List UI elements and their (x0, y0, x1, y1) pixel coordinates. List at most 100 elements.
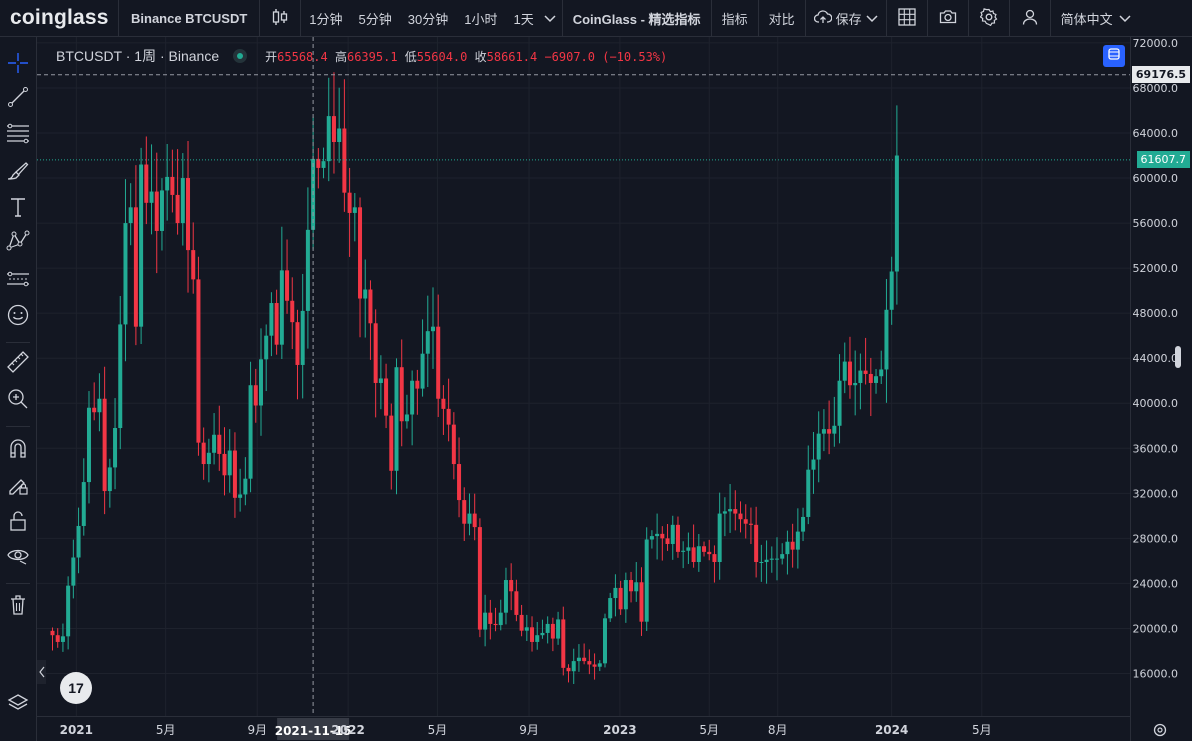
candle-body (472, 513, 477, 528)
language-select[interactable]: 简体中文 (1051, 0, 1141, 36)
interval-30m[interactable]: 30分钟 (407, 11, 449, 27)
coinglass-indicators-button[interactable]: CoinGlass - 精选指标 (572, 11, 701, 27)
remove-drawings-tool[interactable] (4, 593, 32, 621)
candle-body (253, 385, 258, 406)
indicators-button[interactable]: 指标 (721, 11, 748, 27)
candle-body (186, 178, 191, 251)
emoji-tool[interactable] (4, 303, 32, 331)
candle (248, 361, 253, 493)
save-button[interactable]: 保存 (806, 0, 886, 36)
interval-dropdown[interactable] (538, 0, 562, 36)
candle-body (488, 612, 493, 624)
candle (472, 493, 477, 541)
collapse-toolbar-icon[interactable] (37, 660, 46, 684)
candlestick-chart[interactable]: 2021-11-15 72000.0 68000.0 64000.0 60000.0 5… (37, 37, 1192, 741)
y-tick-label: 32000.0 (1133, 487, 1179, 500)
interval-1d[interactable]: 1天 (513, 11, 534, 27)
candle (446, 378, 451, 442)
candle-body (545, 623, 550, 633)
tradingview-logo[interactable]: 17 (60, 672, 92, 704)
candle (530, 616, 535, 652)
candle (774, 537, 779, 581)
brush-tool[interactable] (4, 159, 32, 187)
magnet-tool[interactable] (4, 436, 32, 464)
candle-body (462, 500, 467, 524)
candle (498, 599, 503, 631)
language-label: 简体中文 (1060, 11, 1113, 27)
x-tick-label: 8月 (768, 723, 788, 737)
object-tree-tool[interactable] (4, 691, 32, 719)
settings-button[interactable] (969, 0, 1009, 36)
candle-body (811, 459, 816, 470)
candle (175, 149, 180, 235)
trend-line-tool[interactable] (4, 85, 32, 113)
candle-body (149, 191, 154, 203)
ruler-tool[interactable] (4, 350, 32, 378)
auto-scale-button[interactable] (1103, 45, 1125, 67)
legend-symbol-title[interactable]: BTCUSDT · 1周 · Binance (56, 48, 220, 64)
compare-button[interactable]: 对比 (768, 11, 795, 27)
account-button[interactable] (1010, 0, 1050, 36)
chart-legend: BTCUSDT · 1周 · Binance 开65568.4 高66395.1… (56, 46, 667, 66)
symbol-search-button[interactable]: Binance BTCUSDT (131, 10, 248, 26)
pattern-tool[interactable] (4, 229, 32, 257)
candle (337, 87, 342, 163)
user-icon (1021, 8, 1039, 29)
zoom-tool[interactable] (4, 387, 32, 415)
lock-all-tool[interactable] (4, 509, 32, 537)
candle (754, 506, 759, 578)
pattern-icon (6, 230, 30, 257)
lock-drawing-tool[interactable] (4, 473, 32, 501)
candle (545, 616, 550, 644)
candle (837, 354, 842, 444)
candle (363, 259, 368, 338)
divider (1049, 0, 1051, 36)
coinglass-logo[interactable]: coinglass (10, 6, 109, 29)
candle-body (842, 361, 847, 381)
candle (467, 493, 472, 536)
interval-5m[interactable]: 5分钟 (358, 11, 392, 27)
layout-button[interactable] (887, 0, 927, 36)
hide-drawings-tool[interactable] (4, 543, 32, 571)
candle-body (144, 164, 149, 203)
candle (733, 490, 738, 531)
candle-body (326, 116, 331, 162)
candle (389, 403, 394, 490)
candle (462, 487, 467, 541)
candle-body (754, 524, 759, 563)
price-scale-handle[interactable] (1175, 346, 1181, 368)
candle-body (795, 531, 800, 550)
forecast-icon (6, 268, 30, 295)
crosshair-tool[interactable] (4, 51, 32, 79)
candle-body (623, 580, 628, 610)
candle-body (222, 453, 227, 476)
change-value: −6907.0 (−10.53%) (544, 49, 668, 64)
candle-body (285, 270, 290, 301)
chart-type-button[interactable] (260, 0, 300, 36)
candle (60, 623, 65, 652)
chart-settings-icon[interactable] (1153, 723, 1167, 737)
candle (503, 567, 508, 625)
candle (269, 292, 274, 357)
snapshot-button[interactable] (928, 0, 968, 36)
chart-pane[interactable]: 2021-11-15 72000.0 68000.0 64000.0 60000.0 5… (37, 37, 1192, 741)
fib-tool[interactable] (4, 121, 32, 149)
candle (540, 619, 545, 639)
forecast-tool[interactable] (4, 267, 32, 295)
candle-body (191, 250, 196, 280)
divider (118, 0, 119, 36)
interval-1m[interactable]: 1分钟 (309, 11, 343, 27)
candle (842, 342, 847, 394)
candle-body (441, 398, 446, 409)
candle (738, 501, 743, 533)
interval-1h[interactable]: 1小时 (464, 11, 498, 27)
candle (50, 627, 55, 651)
candle-body (780, 554, 785, 559)
candle (243, 457, 248, 506)
candle (712, 545, 717, 583)
text-tool[interactable] (4, 195, 32, 223)
candle-body (728, 509, 733, 512)
candle-body (196, 279, 201, 443)
candle (159, 178, 164, 251)
candle-body (425, 331, 430, 354)
